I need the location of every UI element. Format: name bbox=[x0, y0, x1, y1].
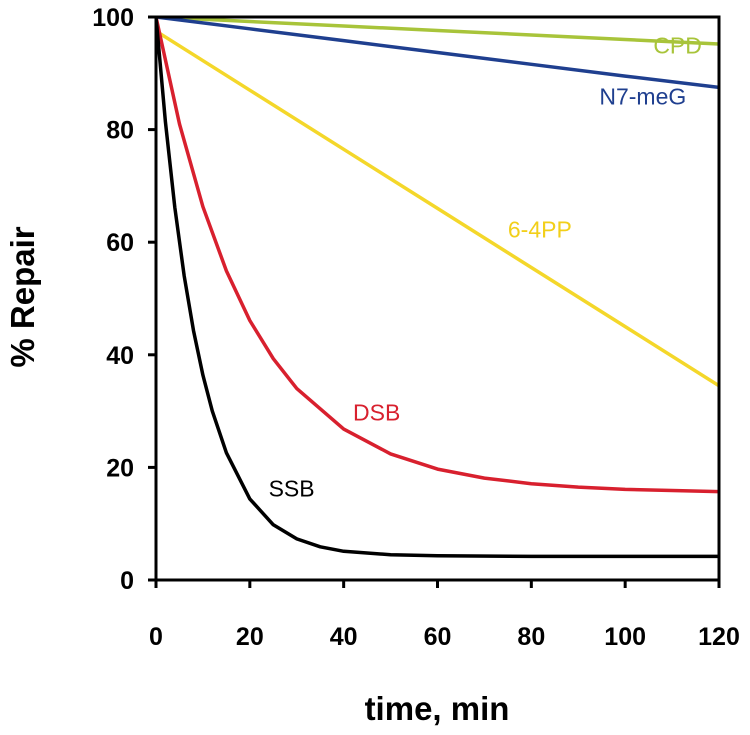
x-tick-label-120: 120 bbox=[698, 623, 740, 651]
x-tick-label-0: 0 bbox=[149, 623, 163, 651]
x-tick-label-80: 80 bbox=[517, 623, 545, 651]
y-tick-label-100: 100 bbox=[92, 4, 134, 32]
series-label-cpd: CPD bbox=[653, 33, 702, 59]
x-axis-title: time, min bbox=[365, 690, 510, 727]
series-line-dsb bbox=[156, 17, 719, 494]
series-label-ssb: SSB bbox=[269, 476, 315, 502]
x-tick-label-20: 20 bbox=[236, 623, 264, 651]
series-line-6-4pp bbox=[156, 29, 719, 388]
y-tick-label-60: 60 bbox=[106, 229, 134, 257]
y-tick-label-40: 40 bbox=[106, 342, 134, 370]
tick-layer: 0 20 40 60 80 100 120 0 20 40 60 80 100 bbox=[92, 4, 740, 651]
series-label-layer: CPD N7-meG 6-4PP DSB SSB bbox=[269, 33, 702, 502]
series-line-cpd bbox=[156, 17, 719, 46]
series-label-n7-meg: N7-meG bbox=[599, 83, 686, 109]
y-tick-label-80: 80 bbox=[106, 117, 134, 145]
y-tick-label-0: 0 bbox=[120, 567, 134, 595]
x-tick-label-100: 100 bbox=[604, 623, 646, 651]
series-label-6-4pp: 6-4PP bbox=[508, 217, 572, 243]
series-layer bbox=[156, 17, 719, 559]
series-line-ssb bbox=[156, 17, 719, 559]
x-tick-label-60: 60 bbox=[424, 623, 452, 651]
y-axis-title: % Repair bbox=[4, 226, 41, 367]
series-label-dsb: DSB bbox=[353, 400, 400, 426]
series-line-n7-meg bbox=[156, 17, 719, 90]
y-tick-label-20: 20 bbox=[106, 454, 134, 482]
x-tick-label-40: 40 bbox=[330, 623, 358, 651]
